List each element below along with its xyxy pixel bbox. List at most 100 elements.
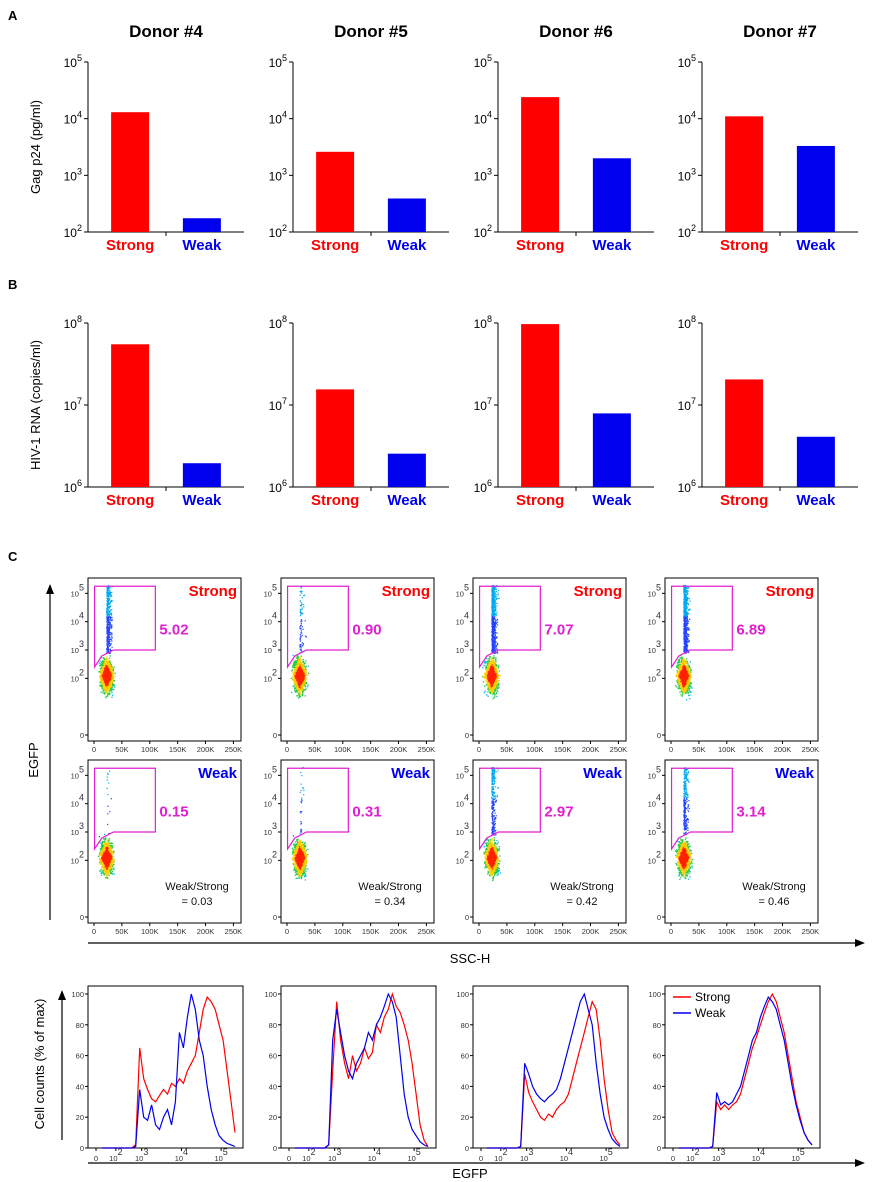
cell-dot: [109, 643, 111, 645]
cell-dot: [290, 677, 293, 679]
cell-dot: [113, 873, 115, 875]
cell-dot: [106, 633, 108, 635]
cell-dot: [307, 686, 309, 688]
cell-dot: [108, 693, 111, 695]
cell-dot: [104, 668, 107, 670]
cell-dot: [106, 672, 109, 674]
cell-dot: [295, 680, 297, 682]
cell-dot: [109, 613, 111, 616]
y-tick-label-base: 0: [80, 731, 84, 740]
cell-dot: [99, 668, 101, 670]
cell-dot: [102, 867, 104, 870]
cell-dot: [111, 842, 114, 845]
cell-dot: [109, 618, 112, 620]
cell-dot: [111, 675, 113, 677]
cell-dot: [107, 593, 109, 595]
cell-dot: [298, 662, 301, 664]
cell-dot: [105, 871, 107, 874]
cell-dot: [291, 691, 293, 694]
cell-dot: [304, 666, 307, 669]
cell-dot: [299, 695, 302, 697]
y-tick-label-exp: 5: [79, 764, 84, 774]
cell-dot: [102, 857, 104, 859]
cell-dot: [103, 670, 106, 672]
y-tick-label-exp: 3: [691, 166, 696, 176]
cell-dot: [100, 676, 102, 678]
cell-dot: [103, 870, 105, 873]
cell-dot: [107, 617, 109, 619]
cell-dot: [113, 867, 115, 869]
cell-dot: [104, 683, 106, 685]
cell-dot: [105, 852, 107, 854]
cell-dot: [106, 849, 108, 852]
cell-dot: [297, 697, 300, 699]
cell-dot: [109, 633, 111, 635]
cell-dot: [103, 677, 106, 679]
cell-dot: [103, 874, 106, 876]
cell-dot: [105, 687, 107, 689]
cell-dot: [104, 868, 106, 871]
cell-dot: [108, 660, 110, 662]
cell-dot: [108, 641, 110, 643]
cell-dot: [301, 597, 303, 599]
cell-dot: [107, 850, 109, 853]
cell-dot: [103, 660, 105, 663]
cell-dot: [101, 841, 103, 843]
cell-dot: [104, 676, 107, 679]
cell-dot: [106, 590, 108, 592]
cell-dot: [98, 857, 101, 859]
cell-dot: [101, 851, 104, 854]
cell-dot: [107, 823, 109, 826]
cell-dot: [107, 773, 109, 776]
cell-dot: [300, 613, 302, 615]
cell-dot: [295, 662, 297, 664]
cell-dot: [299, 634, 302, 636]
cell-dot: [104, 848, 106, 851]
cell-dot: [109, 605, 111, 608]
cell-dot: [110, 847, 112, 849]
cell-dot: [106, 860, 108, 862]
cell-dot: [98, 671, 100, 673]
cell-dot: [101, 678, 103, 680]
cell-dot: [298, 676, 301, 678]
cell-dot: [111, 686, 113, 689]
cell-dot: [109, 671, 111, 673]
cell-dot: [106, 689, 108, 692]
cell-dot: [106, 779, 108, 781]
cell-dot: [108, 662, 110, 664]
cell-dot: [110, 678, 112, 680]
y-tick-label: 105: [71, 582, 84, 598]
cell-dot: [100, 673, 102, 675]
y-tick-label-exp: 7: [691, 396, 696, 406]
cell-dot: [103, 866, 106, 868]
cell-dot: [298, 694, 300, 696]
cell-dot: [102, 855, 104, 858]
y-tick-label-base: 10: [64, 226, 78, 240]
cell-dot: [113, 683, 115, 686]
y-tick-label-exp: 3: [77, 166, 82, 176]
cell-dot: [111, 870, 114, 872]
cell-dot: [102, 664, 104, 667]
cell-dot: [303, 672, 305, 675]
cell-dot: [105, 862, 107, 865]
cell-dot: [109, 853, 111, 856]
cell-dot: [107, 852, 109, 854]
cell-dot: [101, 842, 103, 845]
cell-dot: [109, 655, 111, 657]
cell-dot: [300, 666, 303, 668]
cell-dot: [109, 854, 112, 856]
cell-dot: [107, 862, 109, 865]
y-tick-label-base: 10: [64, 113, 78, 127]
cell-dot: [107, 635, 109, 638]
cell-dot: [112, 677, 115, 680]
cell-dot: [111, 681, 114, 684]
cell-dot: [291, 669, 294, 671]
cell-dot: [294, 675, 296, 677]
cell-dot: [99, 859, 101, 861]
cell-dot: [104, 668, 106, 670]
cell-dot: [106, 871, 108, 874]
cell-dot: [110, 627, 113, 629]
y-tick-label-base: 10: [71, 674, 79, 683]
plot-frame: [87, 577, 242, 742]
